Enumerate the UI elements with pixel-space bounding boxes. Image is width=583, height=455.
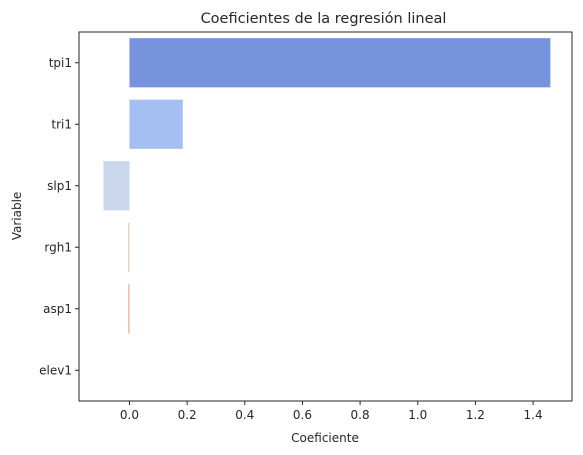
bar-asp1	[128, 284, 130, 334]
x-tick-label: 0.4	[235, 408, 254, 422]
bar-tri1	[129, 99, 183, 149]
bars-group	[103, 38, 551, 334]
bar-tpi1	[129, 38, 551, 88]
y-axis-ticks: tpi1 tri1 slp1 rgh1 asp1 elev1	[39, 56, 79, 377]
x-tick-label: 0.0	[120, 408, 139, 422]
x-tick-label: 1.2	[466, 408, 485, 422]
x-axis-ticks: 0.0 0.2 0.4 0.6 0.8 1.0 1.2 1.4	[120, 401, 543, 422]
bar-rgh1	[128, 222, 130, 272]
y-tick-label-rgh1: rgh1	[44, 240, 72, 254]
x-axis-title: Coeficiente	[291, 431, 359, 445]
y-axis-title: Variable	[10, 192, 24, 241]
y-tick-label-elev1: elev1	[39, 363, 72, 377]
chart-title: Coeficientes de la regresión lineal	[201, 11, 447, 27]
y-tick-label-tri1: tri1	[51, 117, 72, 131]
plot-frame	[78, 31, 573, 402]
bar-slp1	[103, 161, 130, 211]
x-tick-label: 0.8	[351, 408, 370, 422]
x-tick-label: 1.0	[408, 408, 427, 422]
x-tick-label: 0.6	[293, 408, 312, 422]
y-tick-label-asp1: asp1	[43, 302, 72, 316]
y-tick-label-tpi1: tpi1	[49, 56, 72, 70]
x-tick-label: 1.4	[524, 408, 543, 422]
y-tick-label-slp1: slp1	[47, 179, 72, 193]
x-tick-label: 0.2	[178, 408, 197, 422]
